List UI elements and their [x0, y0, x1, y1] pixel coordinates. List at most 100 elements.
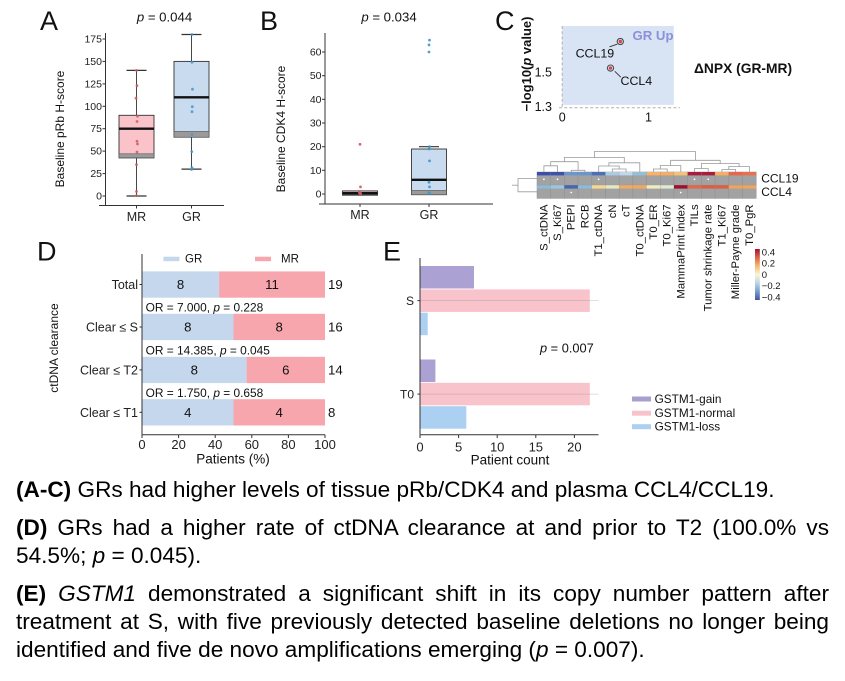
svg-text:GR: GR — [420, 208, 439, 222]
svg-text:−log10(p value): −log10(p value) — [519, 16, 534, 111]
svg-text:100: 100 — [84, 101, 102, 113]
svg-text:19: 19 — [328, 277, 343, 292]
svg-text:T1_Ki67: T1_Ki67 — [716, 204, 728, 246]
svg-text:CCL4: CCL4 — [761, 185, 792, 199]
svg-text:MR: MR — [127, 210, 146, 224]
svg-text:14: 14 — [328, 363, 343, 378]
svg-text:Miller-Payne grade: Miller-Payne grade — [730, 204, 742, 299]
svg-text:125: 125 — [84, 78, 102, 90]
svg-text:1: 1 — [645, 110, 652, 124]
svg-text:ctDNA clearance: ctDNA clearance — [47, 303, 61, 393]
svg-text:8: 8 — [276, 320, 283, 335]
svg-text:CCL19: CCL19 — [576, 47, 615, 61]
svg-text:−0.4: −0.4 — [762, 292, 781, 303]
svg-text:B: B — [260, 6, 278, 36]
svg-text:S_Ki67: S_Ki67 — [552, 204, 564, 240]
svg-text:1.5: 1.5 — [535, 65, 552, 79]
svg-text:MR: MR — [350, 208, 369, 222]
svg-text:8: 8 — [191, 363, 198, 378]
svg-text:0.4: 0.4 — [762, 248, 775, 259]
svg-text:GR: GR — [182, 210, 201, 224]
svg-text:GSTM1-normal: GSTM1-normal — [655, 406, 736, 420]
svg-text:8: 8 — [328, 405, 335, 420]
svg-text:80: 80 — [281, 437, 295, 452]
svg-text:Clear ≤ T2: Clear ≤ T2 — [80, 363, 138, 377]
svg-text:30: 30 — [310, 118, 322, 130]
svg-text:10: 10 — [490, 439, 504, 454]
svg-text:D: D — [37, 240, 57, 267]
svg-text:GR: GR — [185, 254, 202, 266]
svg-text:RCB: RCB — [579, 204, 591, 228]
svg-text:6: 6 — [282, 363, 289, 378]
svg-text:p = 0.034: p = 0.034 — [360, 10, 416, 25]
svg-text:75: 75 — [90, 123, 102, 135]
svg-text:175: 175 — [84, 34, 102, 46]
svg-text:8: 8 — [177, 277, 184, 292]
svg-text:0: 0 — [96, 191, 102, 203]
svg-text:8: 8 — [184, 320, 191, 335]
svg-text:S: S — [406, 294, 414, 308]
svg-text:T0: T0 — [400, 387, 414, 401]
svg-text:Clear ≤ S: Clear ≤ S — [86, 320, 138, 334]
svg-text:50: 50 — [90, 146, 102, 158]
svg-text:cN: cN — [607, 204, 619, 218]
svg-text:40: 40 — [208, 437, 222, 452]
svg-text:150: 150 — [84, 56, 102, 68]
svg-text:20: 20 — [567, 439, 581, 454]
svg-text:S_ctDNA: S_ctDNA — [538, 204, 550, 251]
svg-text:T0_ER: T0_ER — [648, 204, 660, 239]
svg-text:OR = 7.000, p = 0.228: OR = 7.000, p = 0.228 — [146, 301, 264, 315]
svg-text:TILs: TILs — [689, 204, 701, 226]
svg-text:T0_ctDNA: T0_ctDNA — [634, 204, 646, 257]
svg-text:Total: Total — [112, 278, 138, 292]
svg-text:C: C — [495, 6, 515, 36]
svg-text:Patient count: Patient count — [471, 452, 550, 467]
svg-text:16: 16 — [328, 320, 343, 335]
svg-text:−0.2: −0.2 — [762, 281, 781, 292]
svg-text:5: 5 — [455, 439, 462, 454]
svg-text:Baseline CDK4 H-score: Baseline CDK4 H-score — [274, 65, 288, 192]
svg-text:60: 60 — [245, 437, 259, 452]
svg-text:Baseline pRb H-score: Baseline pRb H-score — [53, 70, 67, 187]
svg-text:MR: MR — [281, 254, 299, 266]
svg-text:0: 0 — [138, 437, 145, 452]
svg-text:4: 4 — [184, 405, 191, 420]
svg-text:0: 0 — [762, 270, 767, 281]
svg-text:GSTM1-loss: GSTM1-loss — [655, 420, 721, 434]
svg-text:60: 60 — [310, 47, 322, 59]
svg-text:T0_Ki67: T0_Ki67 — [662, 204, 674, 246]
svg-text:p = 0.044: p = 0.044 — [136, 10, 192, 25]
svg-text:20: 20 — [171, 437, 185, 452]
svg-text:GR Up: GR Up — [632, 28, 673, 43]
svg-text:OR = 14.385, p = 0.045: OR = 14.385, p = 0.045 — [146, 344, 271, 358]
svg-text:40: 40 — [310, 94, 322, 106]
svg-text:4: 4 — [276, 405, 283, 420]
svg-text:50: 50 — [310, 70, 322, 82]
svg-text:100: 100 — [314, 437, 336, 452]
svg-text:cT: cT — [621, 204, 633, 217]
svg-text:CCL4: CCL4 — [621, 74, 653, 88]
svg-text:p = 0.007: p = 0.007 — [539, 341, 594, 356]
svg-text:Patients (%): Patients (%) — [196, 452, 270, 467]
svg-text:Tumor shrinkage rate: Tumor shrinkage rate — [703, 204, 715, 311]
svg-text:T0_PgR: T0_PgR — [744, 204, 756, 245]
svg-text:1.3: 1.3 — [535, 100, 552, 114]
svg-text:20: 20 — [310, 141, 322, 153]
svg-text:E: E — [383, 240, 401, 267]
svg-text:0: 0 — [559, 110, 566, 124]
svg-text:T1_ctDNA: T1_ctDNA — [593, 204, 605, 257]
svg-text:OR = 1.750, p = 0.658: OR = 1.750, p = 0.658 — [146, 386, 264, 400]
svg-text:15: 15 — [529, 439, 543, 454]
svg-text:Clear ≤ T1: Clear ≤ T1 — [80, 406, 138, 420]
svg-text:MammaPrint index: MammaPrint index — [675, 204, 687, 299]
svg-text:0: 0 — [316, 189, 322, 201]
svg-text:0: 0 — [416, 439, 423, 454]
svg-text:25: 25 — [90, 168, 102, 180]
svg-text:0.2: 0.2 — [762, 259, 775, 270]
svg-text:CCL19: CCL19 — [761, 172, 799, 186]
svg-text:10: 10 — [310, 165, 322, 177]
svg-text:PEPI: PEPI — [566, 204, 578, 230]
svg-text:GSTM1-gain: GSTM1-gain — [655, 392, 722, 406]
svg-text:ΔNPX (GR-MR): ΔNPX (GR-MR) — [694, 61, 792, 76]
svg-text:11: 11 — [265, 277, 279, 292]
